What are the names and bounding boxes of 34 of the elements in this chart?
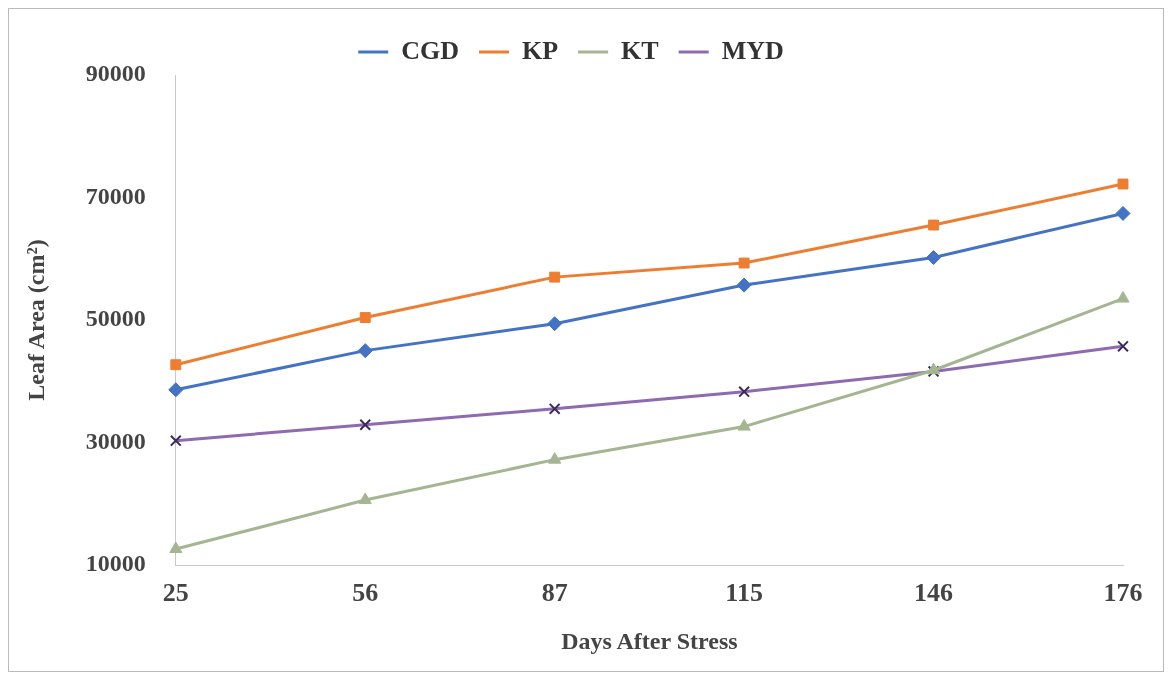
y-tick-label: 70000 (85, 182, 146, 209)
legend-label: KT (621, 35, 659, 65)
legend-label: MYD (721, 35, 784, 65)
x-axis-title: Days After Stress (561, 627, 738, 654)
point (926, 250, 942, 266)
y-tick-label: 50000 (85, 305, 146, 332)
y-tick-label: 30000 (85, 427, 146, 454)
point (358, 492, 372, 505)
point (549, 271, 561, 283)
point (359, 312, 371, 323)
point (170, 359, 182, 371)
x-tick-label: 146 (914, 578, 954, 608)
legend-label: CGD (401, 35, 460, 65)
point (169, 541, 183, 554)
point (1117, 178, 1129, 190)
point (1116, 291, 1130, 303)
point (548, 452, 562, 464)
point (738, 257, 750, 269)
x-tick-label: 115 (725, 578, 763, 608)
point (168, 382, 184, 398)
x-tick-label: 56 (352, 578, 379, 608)
y-tick-label: 10000 (85, 550, 146, 577)
point (547, 316, 563, 332)
point (357, 343, 373, 359)
x-tick-label: 87 (541, 578, 568, 608)
y-tick-label: 90000 (85, 60, 146, 87)
point (736, 277, 752, 293)
point (737, 419, 751, 431)
x-tick-label: 25 (162, 578, 189, 608)
x-tick-label: 176 (1103, 578, 1143, 608)
legend-label: KP (522, 35, 559, 65)
point (1115, 205, 1131, 221)
point (928, 219, 940, 231)
y-axis-title: Leaf Area (cm²) (22, 239, 49, 401)
